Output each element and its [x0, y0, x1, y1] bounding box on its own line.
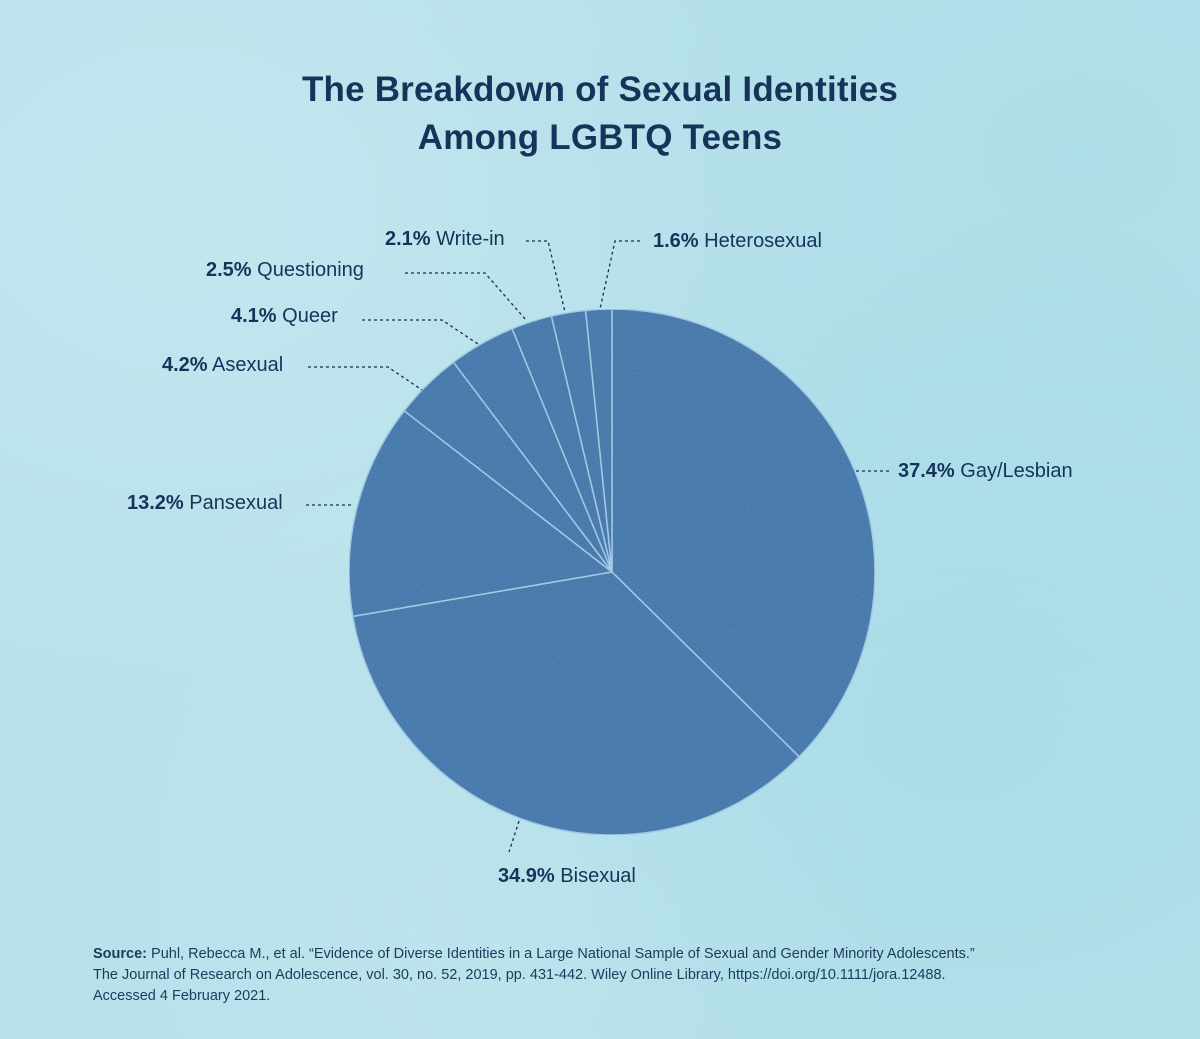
- pie-slice-pansexual: [348, 410, 613, 618]
- label-bisexual: 34.9% Bisexual: [498, 865, 636, 887]
- leader-line-heterosexual: [599, 240, 640, 310]
- chart-title-line-1: The Breakdown of Sexual Identities: [301, 70, 899, 109]
- leader-line-queer: [362, 319, 479, 345]
- leader-line-asexual: [308, 366, 423, 391]
- leader-line-write-in: [526, 240, 566, 313]
- pie-slice-gay-lesbian: [611, 308, 876, 758]
- source-line-3: Accessed 4 February 2021.: [93, 988, 271, 1004]
- label-queer: 4.1% Queer: [231, 305, 338, 327]
- source-line-1: Source: Puhl, Rebecca M., et al. “Eviden…: [93, 946, 975, 962]
- label-heterosexual: 1.6% Heterosexual: [653, 230, 822, 252]
- chart-title: The Breakdown of Sexual Identities Among…: [0, 66, 1200, 162]
- leader-line-questioning: [405, 272, 527, 321]
- chart-title-line-2: Among LGBTQ Teens: [417, 118, 783, 157]
- source-line-2: The Journal of Research on Adolescence, …: [93, 967, 946, 983]
- leader-line-bisexual: [508, 820, 520, 853]
- label-write-in: 2.1% Write-in: [385, 228, 505, 250]
- leader-lines: [306, 240, 890, 853]
- label-questioning: 2.5% Questioning: [206, 259, 364, 281]
- source-label: Source:: [93, 946, 147, 962]
- pie-slice-heterosexual: [584, 308, 613, 573]
- label-pansexual: 13.2% Pansexual: [127, 492, 283, 514]
- source-citation: Source: Puhl, Rebecca M., et al. “Eviden…: [93, 944, 1133, 1007]
- label-gay-lesbian: 37.4% Gay/Lesbian: [898, 460, 1073, 482]
- label-asexual: 4.2% Asexual: [162, 354, 284, 376]
- pie-slice-bisexual: [352, 571, 800, 836]
- pie-slices: [348, 308, 876, 836]
